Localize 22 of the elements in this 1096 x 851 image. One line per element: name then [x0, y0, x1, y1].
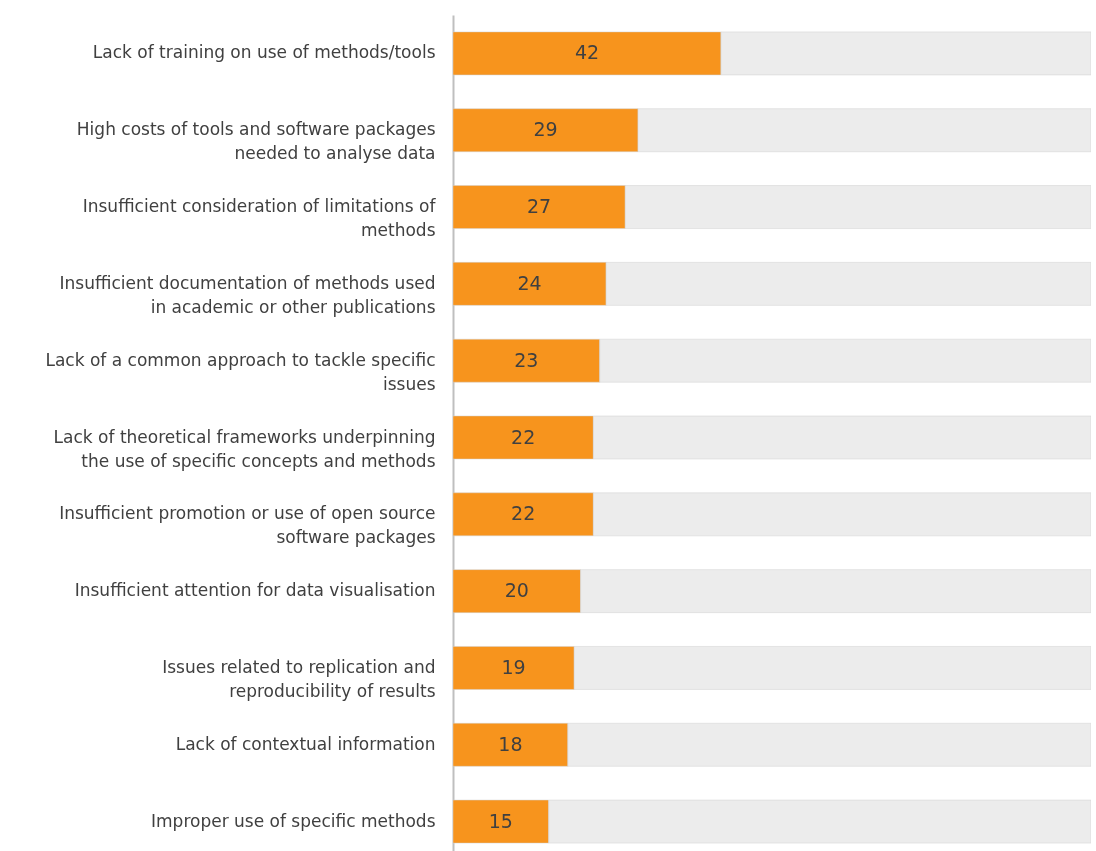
data-label: 24 [517, 271, 542, 294]
y-tick-label: Improper use of specific methods [151, 810, 436, 831]
y-tick-label: Insufficient attention for data visualisation [74, 580, 436, 601]
y-tick-label: Insufficient documentation of methods used in academic or other publications [59, 272, 436, 317]
data-label: 22 [511, 425, 536, 448]
y-tick-label: Lack of training on use of methods/tools [92, 42, 436, 63]
y-tick-label: Issues related to replication and reproducibility of results [162, 656, 436, 701]
y-tick-label: Insufficient consideration of limitations of methods [82, 196, 437, 241]
y-tick-label: High costs of tools and software packages needed to analyse data [76, 119, 436, 164]
y-tick-label: Lack of contextual information [175, 733, 436, 754]
y-tick-label: Insufficient promotion or use of open source software packages [59, 503, 436, 548]
y-tick-label: Lack of a common approach to tackle specific issues [45, 349, 436, 394]
data-label: 42 [574, 41, 600, 64]
data-label: 18 [498, 732, 523, 755]
data-label: 15 [488, 809, 513, 832]
data-label: 19 [501, 655, 526, 678]
data-label: 22 [511, 502, 536, 525]
data-label: 20 [504, 579, 529, 602]
data-label: 27 [527, 195, 552, 218]
data-label: 29 [533, 118, 558, 141]
data-label: 23 [514, 348, 539, 371]
y-tick-label: Lack of theoretical frameworks underpinning the use of specific concepts and methods [53, 426, 436, 471]
